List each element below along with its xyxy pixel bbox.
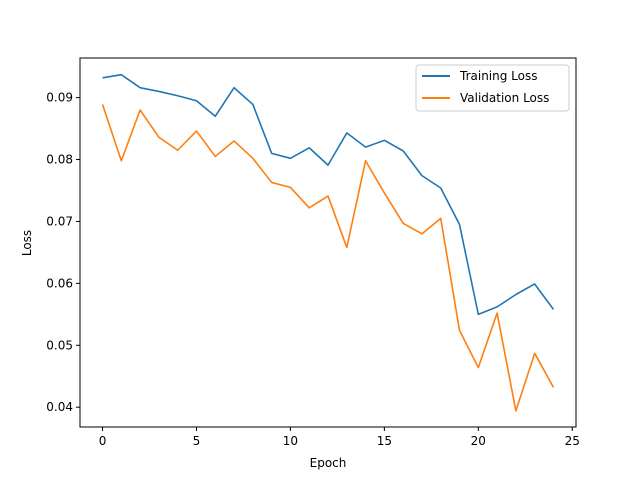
training-loss-line — [102, 73, 555, 316]
legend-box — [415, 64, 570, 112]
legend-label-validation: Validation Loss — [460, 91, 549, 105]
legend-label-training: Training Loss — [459, 69, 537, 83]
y-tick-label: 0.09 — [46, 91, 73, 105]
x-axis-label: Epoch — [310, 456, 347, 470]
plot-frame — [79, 57, 577, 428]
x-tick-label: 0 — [99, 434, 107, 448]
plot-area — [80, 58, 576, 427]
x-tick-label: 10 — [283, 434, 298, 448]
series-lines — [101, 73, 555, 412]
legend: Training Loss Validation Loss — [415, 64, 570, 112]
y-axis-ticks: 0.04 0.05 0.06 0.07 0.08 0.09 — [46, 91, 80, 414]
x-tick-label: 25 — [565, 434, 580, 448]
validation-loss-line — [101, 104, 555, 412]
y-axis-label: Loss — [20, 230, 34, 256]
x-tick-label: 5 — [193, 434, 201, 448]
x-tick-label: 20 — [471, 434, 486, 448]
y-tick-label: 0.05 — [46, 338, 73, 352]
y-tick-label: 0.04 — [46, 400, 73, 414]
y-tick-label: 0.07 — [46, 214, 73, 228]
y-tick-label: 0.06 — [46, 276, 73, 290]
x-axis-ticks: 0 5 10 15 20 25 — [99, 427, 580, 448]
x-tick-label: 15 — [377, 434, 392, 448]
y-tick-label: 0.08 — [46, 153, 73, 167]
